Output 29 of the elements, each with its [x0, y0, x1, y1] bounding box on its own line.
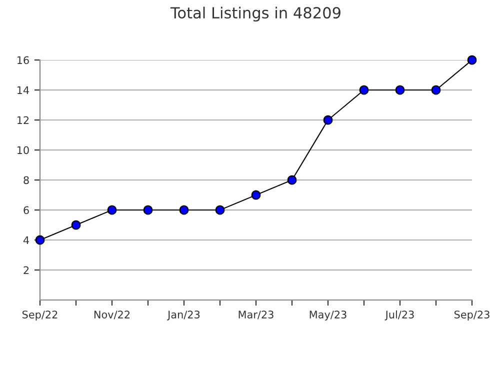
- y-tick-label: 6: [24, 206, 29, 214]
- x-tick-label: Nov/22: [94, 310, 130, 320]
- chart-title: Total Listings in 48209: [170, 6, 340, 22]
- x-tick-label: Sep/23: [454, 310, 490, 320]
- point: [179, 205, 189, 215]
- x-tick-label: Mar/23: [238, 310, 274, 320]
- x-tick-label: May/23: [310, 310, 346, 320]
- point: [215, 205, 225, 215]
- point: [251, 190, 261, 200]
- point: [431, 85, 441, 95]
- point: [395, 85, 405, 95]
- y-tick-label: 2: [24, 266, 29, 274]
- y-tick-label: 10: [17, 146, 29, 154]
- y-tick-label: 16: [17, 56, 29, 64]
- x-tick-label: Sep/22: [22, 310, 58, 320]
- point: [287, 175, 297, 185]
- y-tick-label: 4: [23, 236, 29, 244]
- x-tick-label: Jan/23: [167, 310, 200, 320]
- point: [467, 55, 477, 65]
- point: [35, 235, 45, 245]
- point: [143, 205, 153, 215]
- y-tick-label: 8: [24, 176, 29, 184]
- point: [323, 115, 333, 125]
- point: [359, 85, 369, 95]
- y-tick-label: 12: [17, 116, 29, 124]
- point: [71, 220, 81, 230]
- point: [107, 205, 117, 215]
- y-tick-label: 14: [17, 86, 29, 94]
- x-tick-label: Jul/23: [384, 310, 414, 320]
